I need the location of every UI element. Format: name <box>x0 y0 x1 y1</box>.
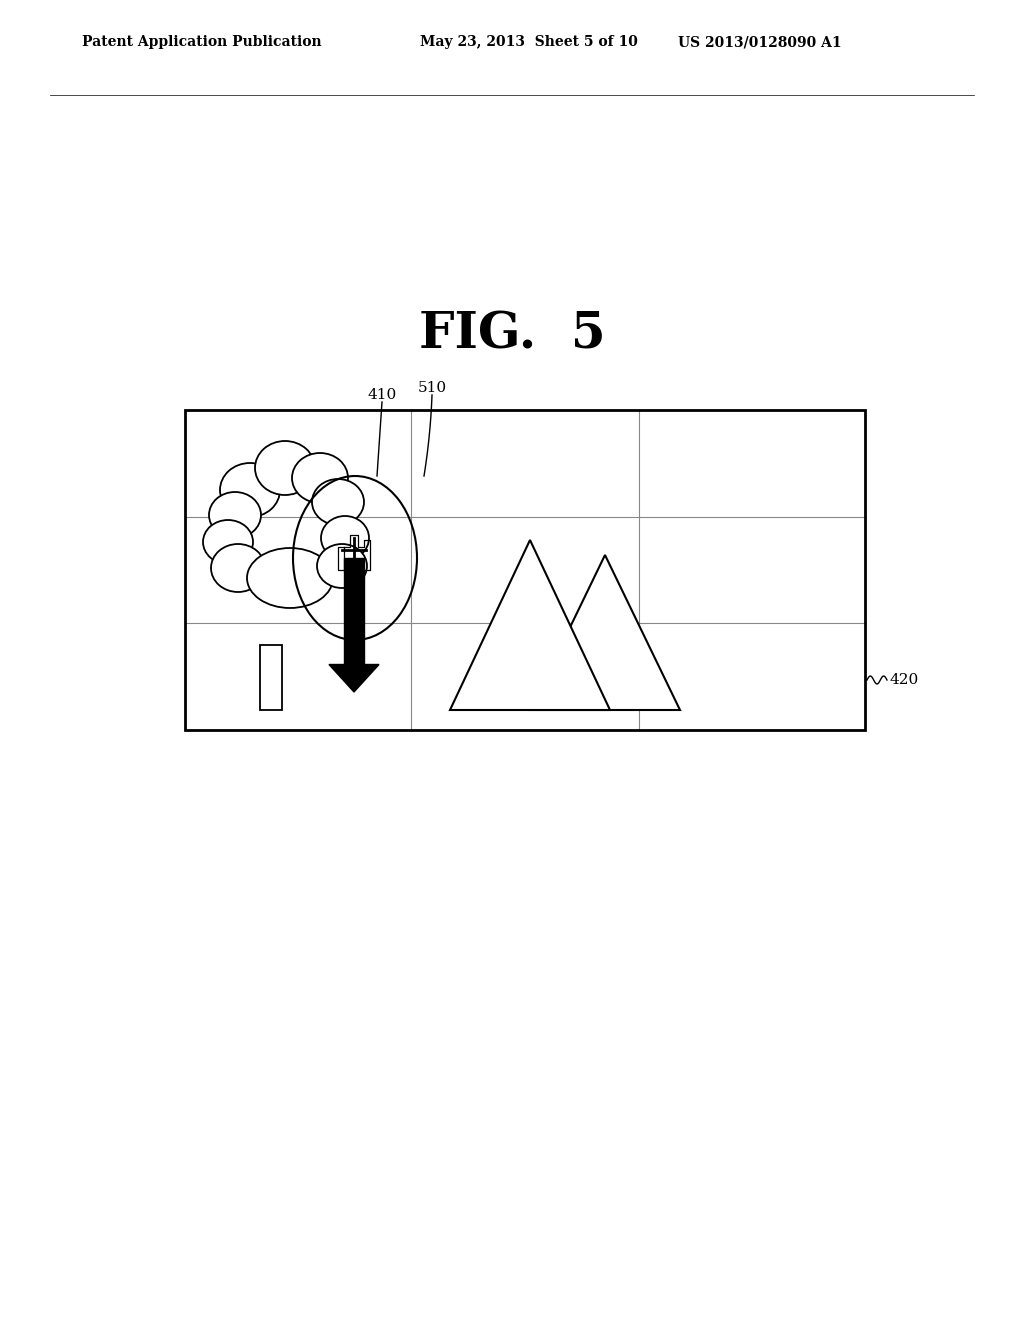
Text: FIG.  5: FIG. 5 <box>419 310 605 359</box>
Bar <box>260 645 282 710</box>
Text: 420: 420 <box>890 673 920 686</box>
Ellipse shape <box>203 520 253 564</box>
Ellipse shape <box>220 463 280 517</box>
Polygon shape <box>530 554 680 710</box>
Polygon shape <box>329 664 379 692</box>
Polygon shape <box>450 540 610 710</box>
Ellipse shape <box>209 492 261 539</box>
Ellipse shape <box>312 479 364 525</box>
Text: Patent Application Publication: Patent Application Publication <box>82 36 322 49</box>
Bar <box>185 411 865 730</box>
Ellipse shape <box>211 544 265 591</box>
Ellipse shape <box>321 516 369 560</box>
Ellipse shape <box>247 548 333 609</box>
Ellipse shape <box>317 544 367 587</box>
Ellipse shape <box>292 453 348 503</box>
Text: 410: 410 <box>368 388 396 403</box>
Ellipse shape <box>255 441 315 495</box>
Text: 510: 510 <box>418 381 446 395</box>
Text: US 2013/0128090 A1: US 2013/0128090 A1 <box>678 36 842 49</box>
Bar <box>344 558 364 677</box>
Text: May 23, 2013  Sheet 5 of 10: May 23, 2013 Sheet 5 of 10 <box>420 36 638 49</box>
